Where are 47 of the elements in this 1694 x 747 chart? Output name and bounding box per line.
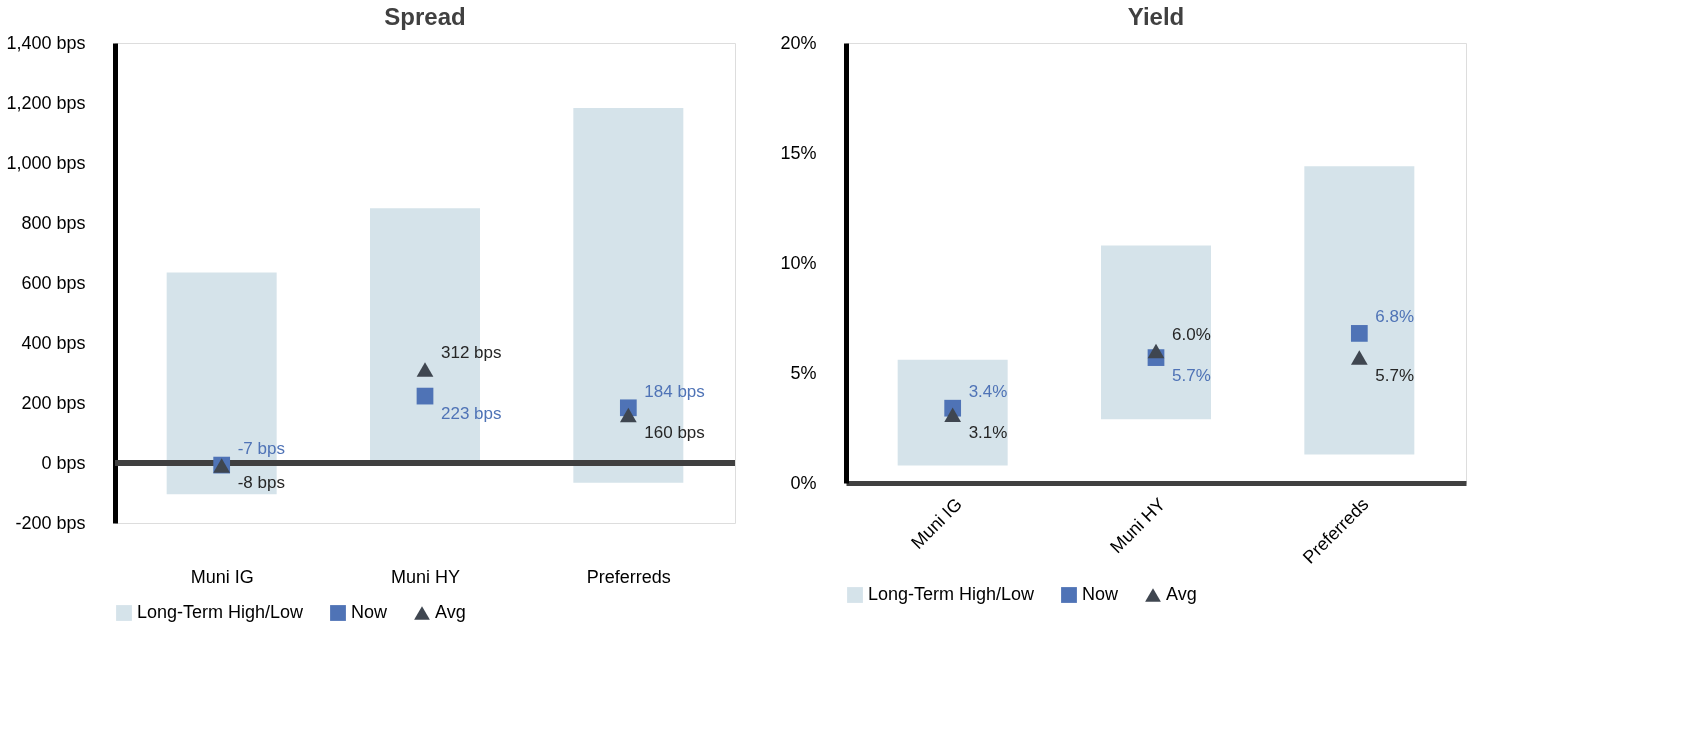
y-tick-label: 15% bbox=[780, 142, 817, 163]
point bbox=[944, 407, 962, 423]
point bbox=[1147, 343, 1165, 359]
data-label: 312 bps bbox=[441, 343, 502, 363]
chart-title: Yield bbox=[1127, 3, 1185, 30]
x-tick-label: Muni IG bbox=[190, 566, 254, 587]
data-label: 3.4% bbox=[968, 382, 1008, 402]
y-tick-label: 10% bbox=[780, 252, 817, 273]
y-tick-label: 5% bbox=[790, 362, 817, 383]
y-tick-label: 0 bps bbox=[41, 452, 86, 473]
y-tick-label: 400 bps bbox=[21, 332, 86, 353]
bar bbox=[1304, 166, 1415, 455]
data-label: 5.7% bbox=[1375, 365, 1415, 385]
y-tick-label: 800 bps bbox=[21, 212, 86, 233]
legend-label: Long-Term High/Low bbox=[868, 584, 1036, 604]
y-tick-label: 1,200 bps bbox=[6, 92, 86, 113]
point bbox=[1350, 325, 1368, 342]
y-tick-label: 600 bps bbox=[21, 272, 86, 293]
data-label: 5.7% bbox=[1172, 365, 1211, 385]
point bbox=[416, 362, 434, 377]
bar bbox=[1101, 245, 1211, 420]
legend-label: Now bbox=[351, 602, 389, 622]
y-tick-label: 1,400 bps bbox=[6, 32, 86, 53]
data-label: 160 bps bbox=[644, 423, 705, 442]
chart-title: Spread bbox=[384, 3, 466, 30]
data-label: 3.1% bbox=[968, 422, 1008, 442]
x-tick-label: Preferreds bbox=[586, 566, 671, 587]
legend-label: Now bbox=[1082, 584, 1120, 604]
legend-label: Avg bbox=[435, 602, 466, 622]
data-label: 6.8% bbox=[1375, 307, 1415, 327]
y-tick-label: 20% bbox=[780, 32, 817, 53]
y-tick-label: -200 bps bbox=[15, 512, 86, 533]
data-label: -8 bps bbox=[237, 473, 285, 493]
y-tick-label: 0% bbox=[790, 472, 817, 493]
x-tick-label: Muni HY bbox=[390, 566, 461, 587]
point bbox=[619, 407, 637, 423]
data-label: 223 bps bbox=[441, 404, 502, 424]
legend-label: Long-Term High/Low bbox=[137, 602, 305, 622]
y-tick-label: 200 bps bbox=[21, 392, 86, 413]
legend-label: Avg bbox=[1166, 584, 1197, 604]
data-label: 184 bps bbox=[644, 381, 705, 401]
point bbox=[1350, 350, 1368, 365]
data-label: -7 bps bbox=[237, 439, 285, 459]
data-label: 6.0% bbox=[1172, 325, 1211, 344]
bar bbox=[897, 359, 1008, 466]
y-tick-label: 1,000 bps bbox=[6, 152, 86, 173]
point bbox=[416, 387, 434, 405]
